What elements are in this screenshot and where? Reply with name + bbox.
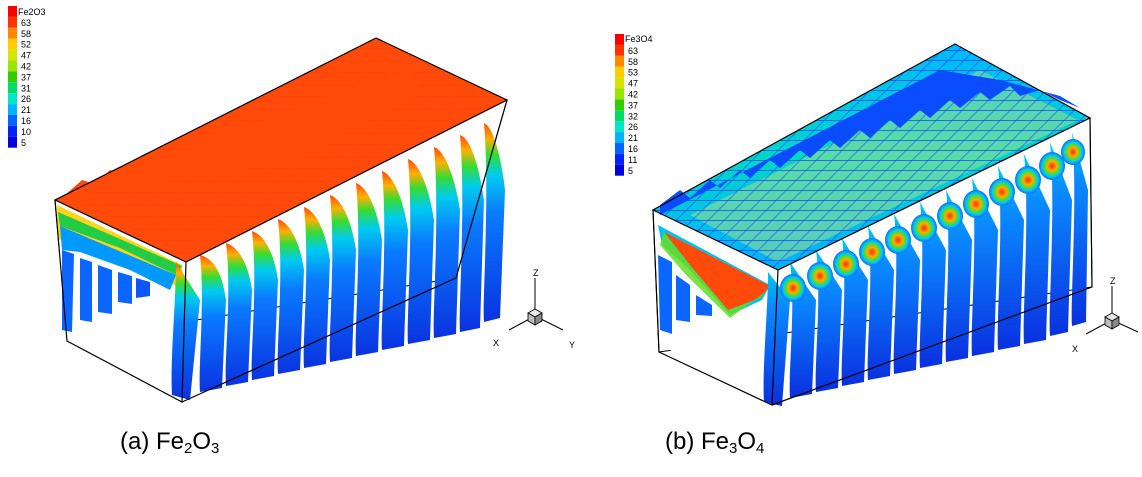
panel-b-legend-level: 11 [628,155,637,165]
panel-b-axis-z-label: Z [1110,276,1116,286]
panel-b-caption-sub2: 4 [756,440,765,457]
panel-b-axis-triad: Z X [1072,276,1139,354]
panel-a-legend-swatch [8,60,17,72]
panel-a-legend-swatch [8,82,17,94]
panel-b-legend-swatch [615,44,624,56]
panel-a-caption-prefix: (a) Fe [120,428,185,455]
panel-b-legend-level: 58 [628,57,638,67]
panel-a-legend-level: 5 [21,138,26,148]
panel-a-legend-swatch [8,6,17,17]
panel-a-legend-swatch [8,125,17,137]
panel-a-legend-swatch [8,27,17,39]
panel-b-legend-level: 5 [628,166,633,176]
panel-b-caption-prefix: (b) Fe [665,428,730,455]
panel-b-legend-swatch [615,34,624,45]
panel-b-legend-level: 16 [628,144,638,154]
panel-a-legend-level: 63 [21,18,31,28]
panel-b-end-wall-rods [658,255,712,334]
panel-a-legend-swatches [8,6,17,148]
panel-b-legend-swatch [615,110,624,122]
panel-b-legend-level: 42 [628,90,638,100]
panel-b-legend-swatch [615,153,624,165]
panel-a-legend-level: 21 [21,105,31,115]
panel-b-legend-level: 37 [628,100,638,110]
panel-a-legend-level: 58 [21,29,31,39]
panel-b-legend-swatch [615,55,624,67]
panel-a-caption: (a) Fe2O3 [120,428,219,457]
panel-b-legend-swatch [615,66,624,78]
panel-a-front-fingers [171,123,505,400]
panel-b-legend-level: 63 [628,46,638,56]
panel-a-axis-triad: Z X Y [493,268,575,350]
panel-b-legend-level: 47 [628,79,638,89]
panel-b-legend-level: 21 [628,133,638,143]
panel-b-legend-swatch [615,132,624,143]
panel-a-legend-level: 31 [21,83,31,93]
panel-a-axis-x-label: X [493,338,499,348]
panel-b-legend-swatch [615,88,624,100]
panel-b-axis-x-label: X [1072,344,1078,354]
panel-a-legend-level: 10 [21,127,31,137]
panel-a-caption-mid: O [192,428,212,455]
panel-a-front-edges [54,99,508,403]
panel-b-legend-swatch [615,143,624,154]
panel-b-legend-level: 26 [628,122,638,132]
panel-a-legend-swatch [8,38,17,50]
panel-b-legend-swatches [615,34,624,176]
panel-b-legend-swatch [615,164,624,176]
panel-a-caption-sub2: 3 [211,440,220,457]
panel-b-legend-swatch [615,121,624,133]
panel-b-caption-mid: O [737,428,757,455]
panel-a-legend-swatch [8,16,17,28]
panel-b-legend-level: 53 [628,68,638,78]
panel-a-legend-level: 37 [21,72,31,82]
panel-a-legend-swatch [8,49,17,61]
panel-a-plot [53,37,509,403]
panel-a-legend-level: 52 [21,40,31,50]
panel-b-legend-swatch [615,99,624,111]
panel-b-caption-sub1: 3 [729,440,738,457]
panel-a-legend-level: 26 [21,94,31,104]
panel-a-legend-title: Fe2O3 [18,7,46,17]
panel-a-legend-swatch [8,71,17,83]
panel-a-legend-level: 16 [21,116,31,126]
panel-b-hot-spots [780,139,1085,302]
panel-b-legend-title: Fe3O4 [625,34,653,44]
panel-a-caption-sub1: 2 [184,440,193,457]
panel-a-legend-swatch [8,104,17,115]
panel-a-axis-y-label: Y [569,340,575,350]
panel-b-caption: (b) Fe3O4 [665,428,764,457]
panel-a-legend-level: 47 [21,51,31,61]
panel-b-legend-swatch [615,77,624,89]
panel-a-legend-swatch [8,136,17,148]
panel-b-legend-level: 32 [628,111,638,121]
panel-a-legend-swatch [8,93,17,105]
panel-b-plot [651,43,1093,406]
panel-a-legend-swatch [8,115,17,126]
panel-a-axis-z-label: Z [533,268,539,278]
panel-b-front-edges [652,117,1093,406]
panel-a-legend-level: 42 [21,62,31,72]
